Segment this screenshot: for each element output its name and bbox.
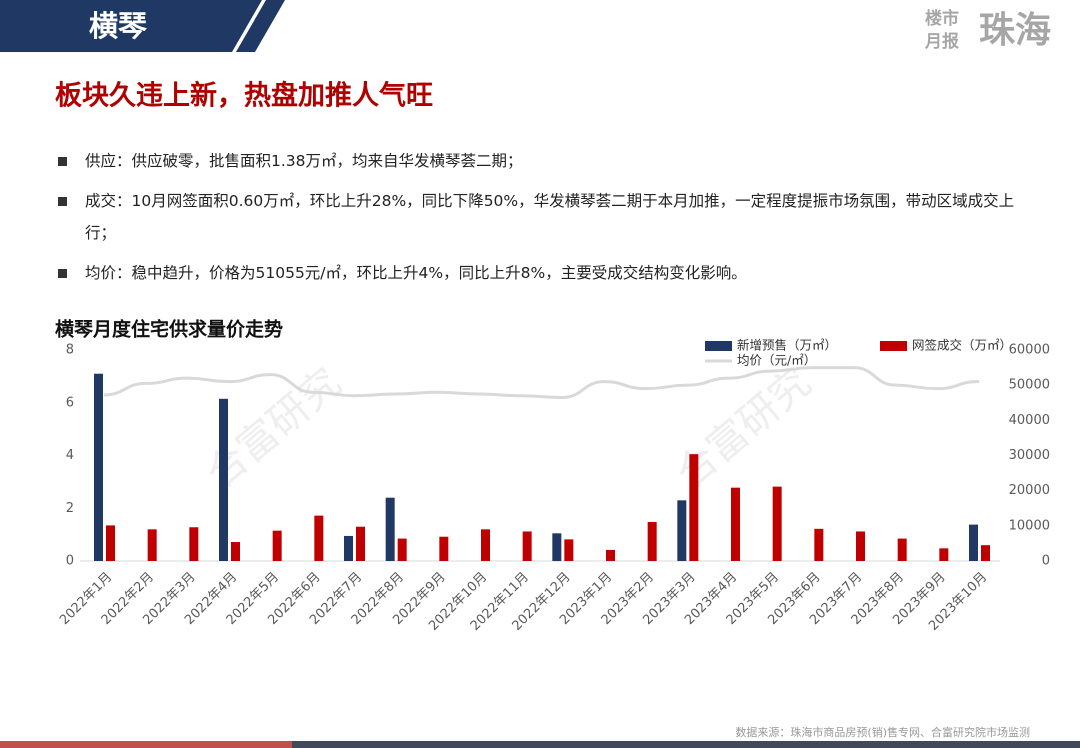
bullet-text: 供应：供应破零，批售面积1.38万㎡，均来自华发横琴荟二期； <box>85 152 523 170</box>
bullet: 均价：稳中趋升，价格为51055元/㎡，环比上升4%，同比上升8%，主要受成交结… <box>58 257 1038 289</box>
line <box>103 366 980 399</box>
y2-tick-label: 0 <box>1042 554 1050 569</box>
bar <box>731 487 740 561</box>
bar <box>231 542 240 561</box>
y2-tick-label: 60000 <box>1009 343 1050 358</box>
bullet-text: 均价：稳中趋升，价格为51055元/㎡，环比上升4%，同比上升8%，主要受成交结… <box>85 264 747 282</box>
bar <box>564 539 574 561</box>
chart-title: 横琴月度住宅供求量价走势 <box>55 318 283 341</box>
bar <box>981 545 990 561</box>
section-title: 横琴 <box>89 9 147 43</box>
footer-bar <box>0 741 292 748</box>
bar <box>385 497 395 561</box>
legend-label: 新增预售（万㎡） <box>737 338 837 353</box>
bar <box>481 529 490 561</box>
y-tick-label: 4 <box>66 448 74 463</box>
legend-label: 均价（元/㎡） <box>737 353 816 368</box>
bar <box>314 515 324 561</box>
logo-bottom: 月报 <box>924 31 959 52</box>
bar <box>677 500 687 561</box>
logo-top: 楼市 <box>925 8 959 29</box>
legend-label: 网签成交（万㎡） <box>912 338 1012 353</box>
header-banner <box>0 0 262 52</box>
legend-swatch <box>880 341 907 351</box>
bar <box>939 548 949 561</box>
logo-city: 珠海 <box>979 10 1051 51</box>
y-tick-label: 0 <box>66 554 74 569</box>
bullet: 供应：供应破零，批售面积1.38万㎡，均来自华发横琴荟二期； <box>58 145 1038 177</box>
bar <box>344 535 353 561</box>
y2-tick-label: 10000 <box>1009 518 1050 533</box>
bar <box>969 524 978 561</box>
y2-tick-label: 50000 <box>1009 378 1050 393</box>
header-stripe <box>236 0 285 52</box>
bar <box>397 538 407 561</box>
bullet-text: 成交：10月网签面积0.60万㎡，环比上升28%，同比下降50%，华发横琴荟二期… <box>85 192 1015 242</box>
y2-tick-label: 30000 <box>1009 448 1050 463</box>
bullet: 成交：10月网签面积0.60万㎡，环比上升28%，同比下降50%，华发横琴荟二期… <box>58 185 1038 249</box>
bar <box>94 373 103 561</box>
legend-swatch <box>705 341 732 351</box>
bar <box>772 486 782 561</box>
page-title: 板块久违上新，热盘加推人气旺 <box>55 80 433 112</box>
y-tick-label: 8 <box>66 343 74 358</box>
bar <box>606 549 615 561</box>
footer-bar <box>292 741 1080 748</box>
bar <box>856 531 865 561</box>
y2-tick-label: 40000 <box>1009 413 1050 428</box>
y-tick-label: 6 <box>66 395 74 410</box>
bar <box>147 529 157 561</box>
bar <box>439 536 449 561</box>
bar <box>552 533 562 561</box>
y2-tick-label: 20000 <box>1009 483 1050 498</box>
y-tick-label: 2 <box>66 501 74 516</box>
bar <box>272 530 282 561</box>
bar <box>689 454 699 561</box>
source-note: 数据来源：珠海市商品房预(销)售专网、合富研究院市场监测 <box>735 725 1030 739</box>
bar <box>647 521 657 561</box>
bar <box>356 526 365 561</box>
bar <box>219 398 228 561</box>
bar <box>106 525 115 561</box>
bar <box>189 527 199 561</box>
bar <box>522 531 532 561</box>
bar <box>814 528 824 561</box>
bar <box>897 538 907 561</box>
